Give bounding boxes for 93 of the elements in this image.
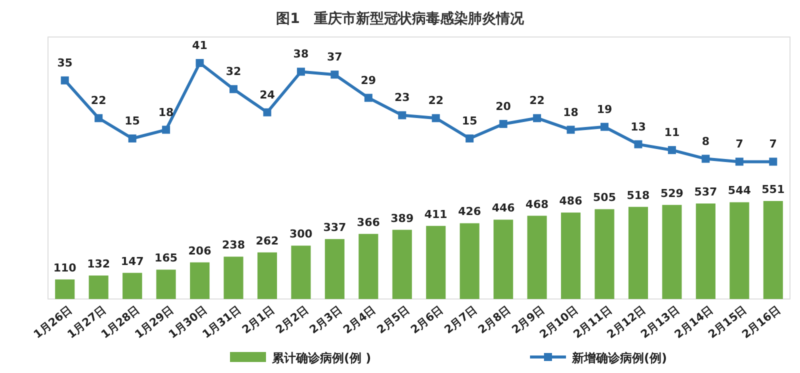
data-label: 366 <box>356 216 380 229</box>
bar <box>594 209 614 299</box>
data-label: 206 <box>188 244 212 258</box>
point <box>702 154 710 163</box>
legend-label: 累计确诊病例(例 ) <box>271 351 372 365</box>
data-label: 446 <box>492 202 516 215</box>
data-label: 7 <box>736 138 744 151</box>
point <box>230 85 238 94</box>
point <box>330 70 339 79</box>
data-label: 426 <box>458 205 482 218</box>
point <box>600 122 608 131</box>
data-label: 518 <box>626 188 650 202</box>
data-label: 7 <box>769 138 777 151</box>
point <box>466 134 474 142</box>
data-label: 18 <box>563 106 578 119</box>
x-tick-label: 2月5日 <box>374 303 412 336</box>
point <box>296 68 305 76</box>
data-label: 18 <box>158 106 174 119</box>
data-label: 22 <box>529 94 545 108</box>
point <box>162 126 170 134</box>
bar <box>55 279 75 299</box>
data-label: 32 <box>226 65 242 78</box>
bar <box>358 234 378 299</box>
bar <box>156 270 176 299</box>
data-label: 24 <box>260 88 276 102</box>
bar <box>122 272 142 299</box>
data-label: 15 <box>462 114 478 128</box>
point <box>499 120 508 128</box>
legend-label: 新增确诊病例(例) <box>571 351 667 365</box>
bar <box>257 252 278 299</box>
data-label: 337 <box>323 221 346 234</box>
data-label: 29 <box>360 74 376 87</box>
bar <box>224 256 244 299</box>
data-label: 132 <box>87 258 110 271</box>
data-label: 37 <box>327 50 342 64</box>
point <box>566 126 575 134</box>
point <box>634 140 642 148</box>
point <box>128 134 136 142</box>
point <box>60 76 69 84</box>
data-label: 551 <box>762 183 785 196</box>
data-label: 544 <box>728 184 752 198</box>
data-label: 468 <box>526 198 549 211</box>
data-label: 529 <box>660 186 684 200</box>
data-label: 22 <box>90 94 106 108</box>
point <box>364 94 372 102</box>
bar <box>560 212 581 299</box>
data-label: 41 <box>192 39 208 52</box>
data-label: 19 <box>596 102 612 116</box>
point <box>196 59 204 67</box>
bar <box>696 203 716 299</box>
data-label: 411 <box>424 208 448 221</box>
data-label: 13 <box>630 120 646 134</box>
data-label: 110 <box>53 261 77 274</box>
data-label: 20 <box>496 100 512 113</box>
bar <box>527 216 547 299</box>
bar <box>763 201 783 299</box>
bar <box>730 202 750 299</box>
bar <box>324 239 344 299</box>
data-label: 23 <box>394 91 410 104</box>
bar <box>460 223 480 299</box>
bar <box>494 220 514 299</box>
bar <box>392 230 412 299</box>
point <box>263 108 272 116</box>
point <box>533 114 542 122</box>
data-label: 15 <box>124 114 140 128</box>
point <box>398 111 406 120</box>
point <box>769 158 778 166</box>
data-label: 262 <box>256 234 279 248</box>
data-label: 35 <box>57 56 73 70</box>
bar <box>426 226 446 299</box>
data-label: 165 <box>154 252 178 265</box>
data-label: 505 <box>593 191 616 204</box>
bar <box>291 246 311 299</box>
data-label: 486 <box>559 194 583 208</box>
point <box>432 114 440 122</box>
point <box>94 114 103 122</box>
point <box>735 158 744 166</box>
data-label: 38 <box>293 48 309 61</box>
data-label: 147 <box>120 254 144 268</box>
data-label: 389 <box>390 212 414 225</box>
x-tick-label: 2月7日 <box>442 303 480 336</box>
point <box>668 146 676 154</box>
bar <box>662 204 682 299</box>
data-label: 238 <box>222 238 245 252</box>
bar <box>628 206 648 299</box>
data-label: 22 <box>428 94 444 108</box>
data-label: 11 <box>664 126 680 140</box>
chart-title: 图1 重庆市新型冠状病毒感染肺炎情况 <box>276 10 525 27</box>
data-label: 537 <box>694 185 718 198</box>
data-label: 300 <box>289 228 313 241</box>
bar <box>190 262 210 299</box>
bar <box>88 276 108 299</box>
data-label: 8 <box>702 134 710 148</box>
